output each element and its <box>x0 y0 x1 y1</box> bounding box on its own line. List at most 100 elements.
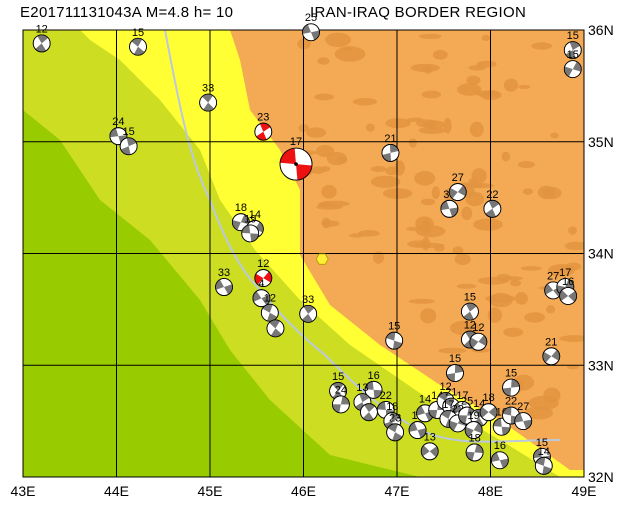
highland-patch <box>314 93 335 101</box>
focal-mechanism <box>464 421 483 439</box>
highland-patch <box>410 63 440 72</box>
focal-mechanism <box>302 23 320 42</box>
focal-mechanism <box>416 404 434 423</box>
focal-mechanism <box>479 403 498 422</box>
focal-mechanism <box>32 34 51 53</box>
focal-mechanism <box>465 443 484 462</box>
depth-label: 16 <box>494 440 506 452</box>
focal-mechanism <box>386 423 405 442</box>
focal-mechanism <box>461 302 479 321</box>
highland-patch <box>431 186 440 200</box>
highland-patch <box>416 225 446 238</box>
y-tick-label: 35N <box>588 134 614 150</box>
depth-label: 12 <box>472 322 484 334</box>
focal-mechanism <box>563 41 582 60</box>
event-id: E201711131043A <box>20 4 142 21</box>
depth-label: 23 <box>389 412 401 424</box>
depth-label: 15 <box>567 30 579 42</box>
highland-patch <box>443 117 452 134</box>
focal-mechanism <box>534 456 553 475</box>
x-tick-label: 46E <box>291 483 316 499</box>
depth-label: 14 <box>538 446 550 458</box>
highland-patch <box>537 185 556 200</box>
highland-patch <box>568 226 577 235</box>
highland-patch <box>408 298 435 304</box>
depth-label: 15 <box>449 353 461 365</box>
highland-patch <box>320 166 331 172</box>
depth-label: 15 <box>123 126 135 138</box>
highland-patch <box>306 127 327 138</box>
highland-patch <box>406 117 424 123</box>
depth-label: 21 <box>384 133 396 145</box>
main-event-depth-label: 17 <box>290 136 302 148</box>
highland-patch <box>418 33 442 40</box>
depth-label: 33 <box>302 294 314 306</box>
highland-patch <box>543 387 561 403</box>
highland-patch <box>461 206 473 221</box>
focal-mechanism <box>119 137 138 156</box>
focal-mechanism <box>420 442 439 461</box>
highland-patch <box>352 97 378 106</box>
highland-patch <box>418 127 446 134</box>
highland-patch <box>487 307 502 323</box>
highland-patch <box>370 166 387 172</box>
y-tick-label: 33N <box>588 357 614 373</box>
highland-patch <box>421 237 430 251</box>
depth-label: 24 <box>112 116 124 128</box>
depth-label: 12 <box>257 258 269 270</box>
highland-patch <box>546 305 556 314</box>
highland-patch <box>342 47 353 52</box>
focal-mechanism <box>408 421 427 439</box>
highland-patch <box>524 406 554 420</box>
highland-patch <box>473 218 503 231</box>
focal-mechanism <box>299 304 318 323</box>
depth-label: 25 <box>305 12 317 24</box>
highland-patch <box>566 365 579 370</box>
focal-mechanism <box>440 199 459 218</box>
main-event-mechanism <box>279 147 313 181</box>
highland-patch <box>408 138 417 148</box>
x-tick-label: 44E <box>104 483 129 499</box>
highland-patch <box>385 166 399 176</box>
region-title: IRAN-IRAQ BORDER REGION <box>310 4 527 21</box>
depth-label: 33 <box>202 83 214 95</box>
highland-patch <box>325 32 351 47</box>
focal-mechanism <box>502 378 520 397</box>
depth-label: 15 <box>132 27 144 39</box>
highland-patch <box>517 161 536 169</box>
highland-patch <box>420 198 436 206</box>
depth-label: 18 <box>386 401 398 413</box>
depth-label: 27 <box>517 401 529 413</box>
highland-patch <box>365 123 375 132</box>
depth-label: 19 <box>468 410 480 422</box>
highland-patch <box>358 230 380 237</box>
depth-label: 18 <box>483 392 495 404</box>
highland-patch <box>481 34 491 42</box>
highland-patch <box>421 90 442 99</box>
depth-label: 22 <box>486 189 498 201</box>
highland-patch <box>370 175 401 188</box>
depth-label: 15 <box>388 321 400 333</box>
highland-patch <box>465 183 494 189</box>
depth-label: 15 <box>332 371 344 383</box>
focal-mechanism <box>252 289 271 308</box>
depth-label: 16 <box>368 370 380 382</box>
highland-patch <box>550 132 559 139</box>
highland-patch <box>518 84 531 89</box>
x-tick-label: 45E <box>198 483 223 499</box>
focal-mechanism <box>360 403 378 422</box>
depth-label: 16 <box>562 276 574 288</box>
highland-patch <box>485 294 516 303</box>
depth-label: 15 <box>464 292 476 304</box>
highland-patch <box>457 83 482 96</box>
highland-patch <box>420 308 437 324</box>
depth-label: 17 <box>456 390 468 402</box>
upland-area <box>230 30 584 470</box>
focal-mechanism <box>331 395 350 414</box>
x-tick-label: 49E <box>572 483 597 499</box>
x-tick-label: 43E <box>11 483 36 499</box>
highland-patch <box>383 188 413 199</box>
depth-label: 12 <box>36 23 48 35</box>
highland-patch <box>372 251 385 264</box>
